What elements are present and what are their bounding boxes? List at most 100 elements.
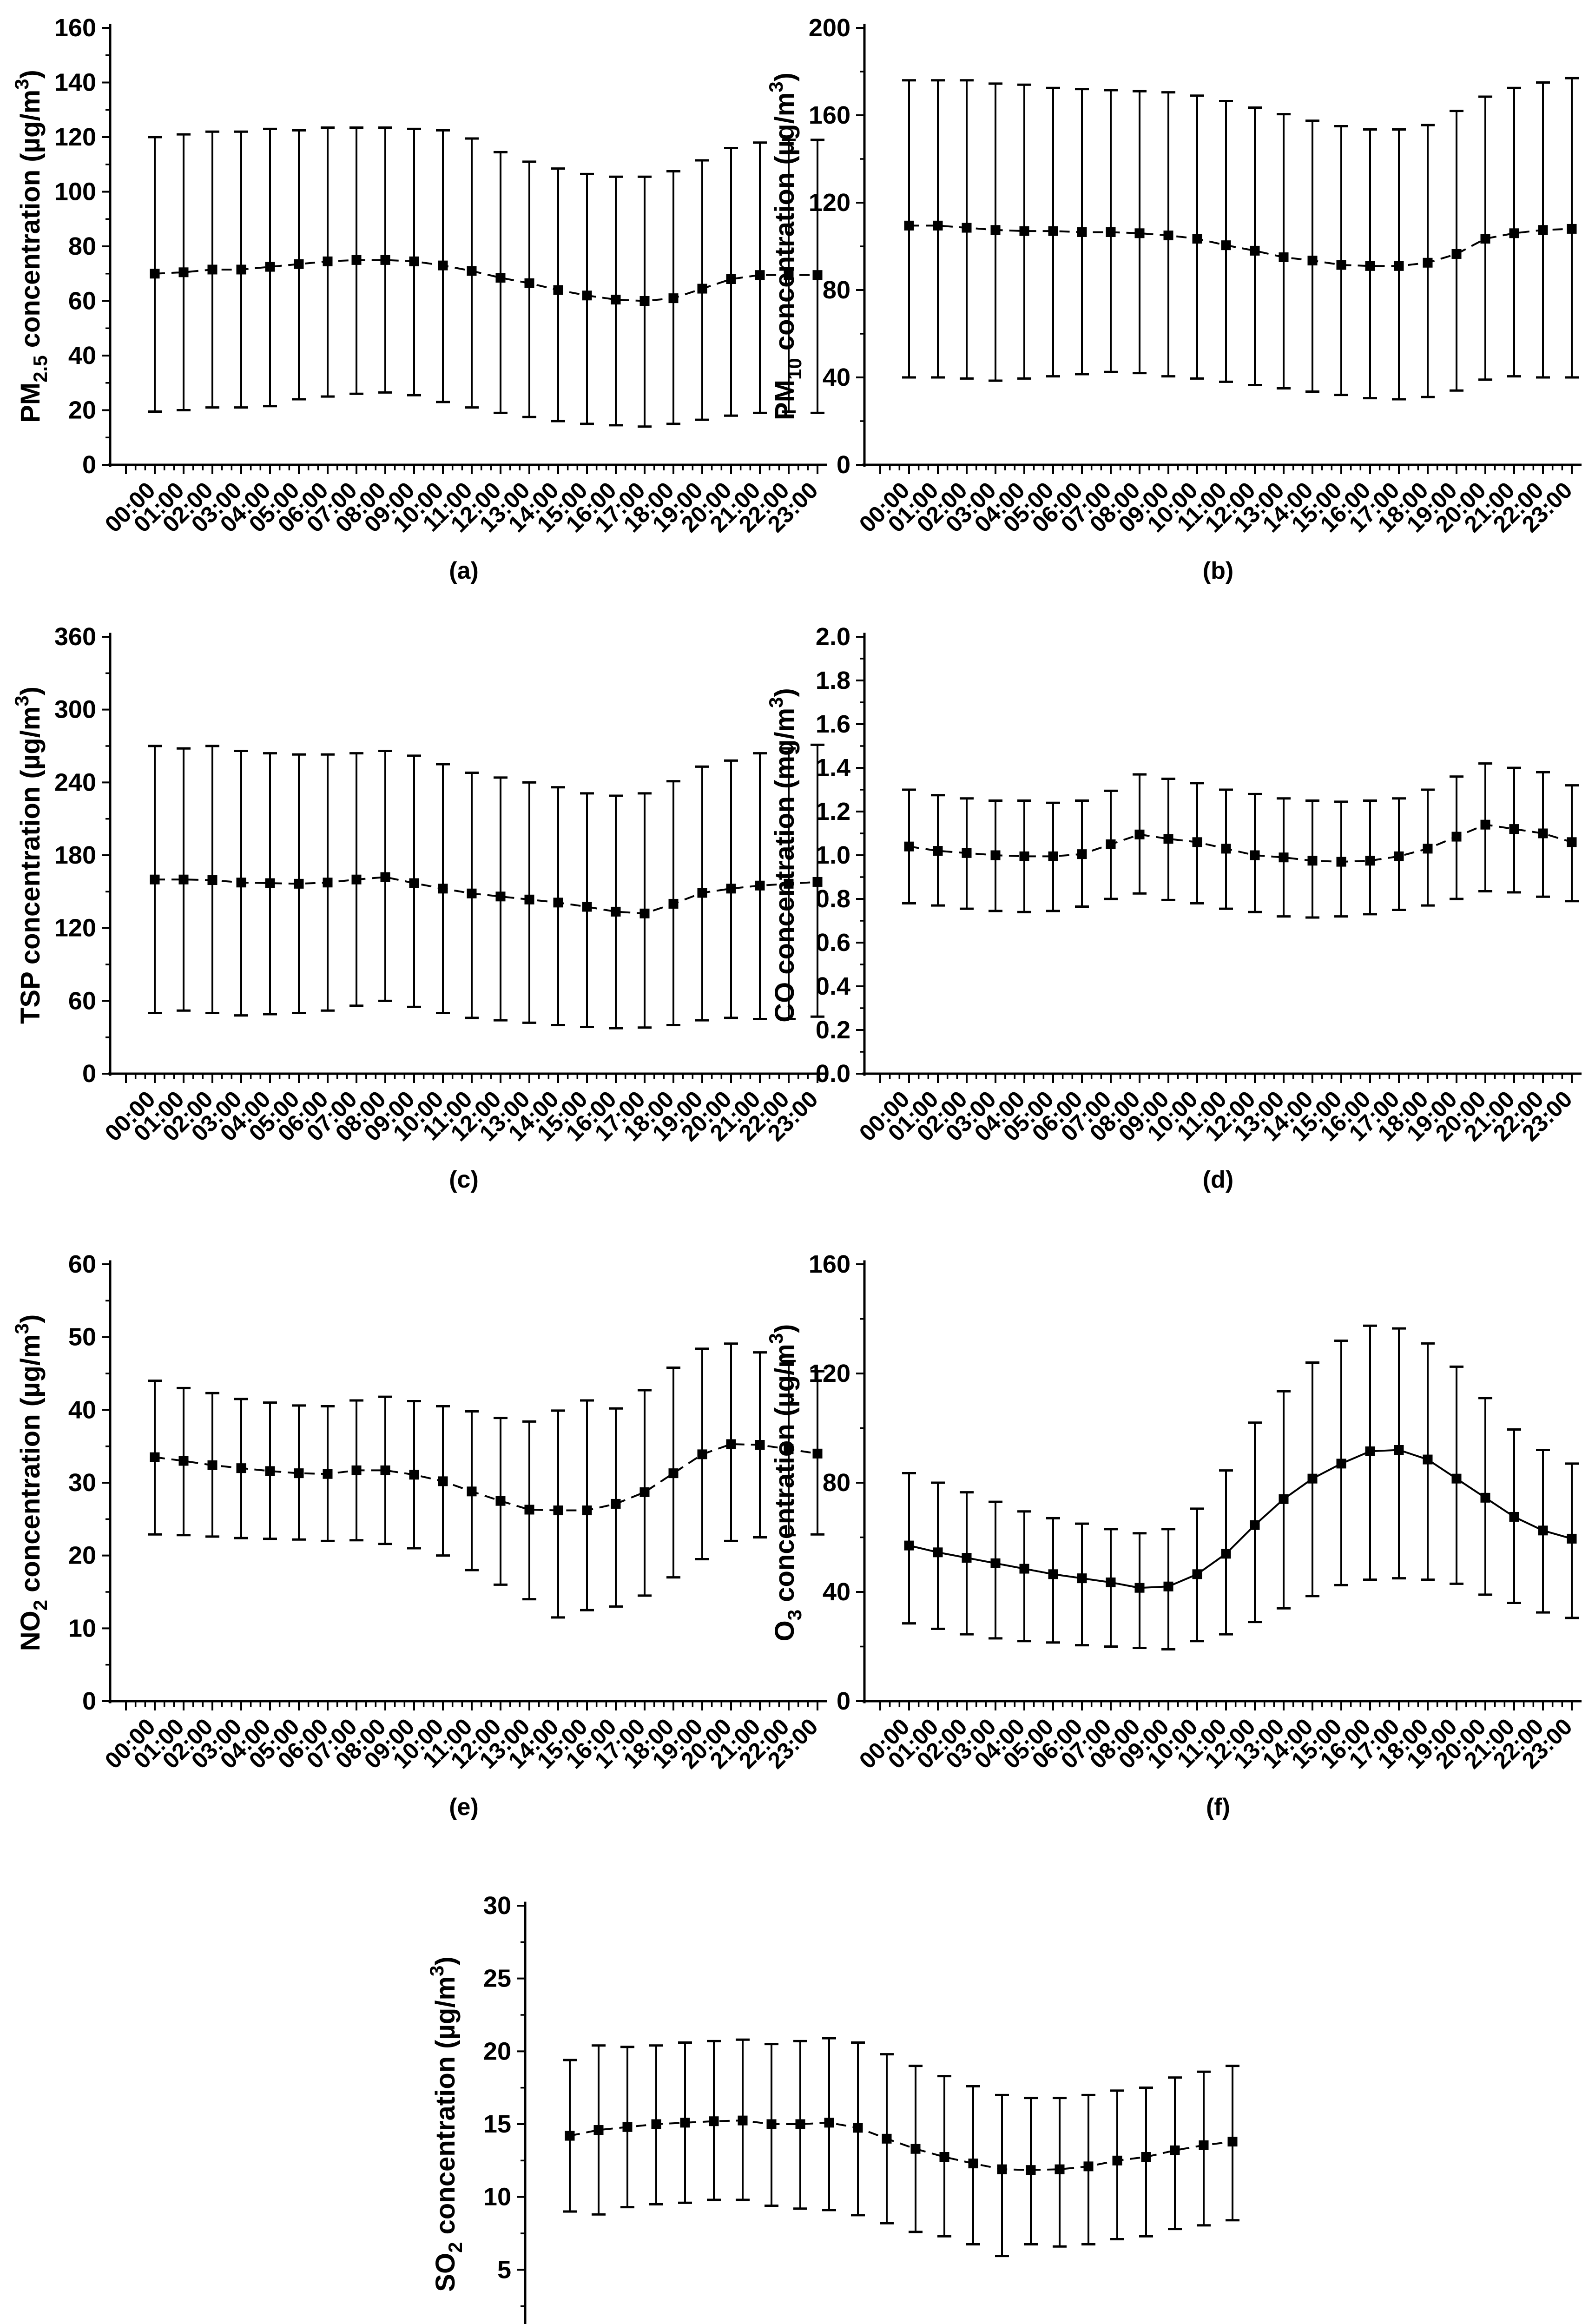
panel-c: 0 60 120 180 240 300 360 00:00 01:00 02:00 03:00 04… (0, 609, 827, 1236)
series-line (569, 2119, 1233, 2171)
series-markers (904, 1445, 1577, 1593)
y-axis-title: PM10 concentration (µg/m3) (765, 73, 805, 420)
series-error-bars (148, 126, 824, 428)
y-tick-label: 0.8 (816, 885, 850, 913)
y-tick-label: 0 (837, 1687, 850, 1715)
y-axis-title: TSP concentration (µg/m3) (11, 687, 46, 1024)
x-axis-ticks (125, 1074, 818, 1083)
y-tick-label: 40 (68, 342, 96, 370)
series-error-bars (902, 762, 1579, 919)
y-tick-label: 20 (68, 396, 96, 424)
y-axis-title: SO2 concentration (µg/m3) (426, 1956, 466, 2291)
panel-g: 05101520253000:0001:0002:0003:0004:0005:… (415, 1878, 1242, 2324)
y-tick-label: 140 (54, 69, 96, 97)
panel-b: 0 40 80 120 160 200 00:00 01:00 02:00 03:00 04:00 0… (754, 0, 1582, 609)
y-axis-ticks: 0 10 20 30 40 50 60 (68, 1250, 110, 1715)
axes (862, 1260, 1582, 1703)
y-tick-label: 1.6 (816, 710, 850, 738)
series-markers (904, 220, 1577, 271)
x-tick-labels: 00:0001:0002:0003:0004:0005:0006:0007:00… (100, 1086, 823, 1146)
axes (524, 1901, 527, 2324)
y-tick-label: 160 (809, 101, 850, 129)
y-axis-ticks: 0.0 0.2 0.4 0.6 0.8 1.0 1.2 1.4 1.6 1.8 2.0 (816, 623, 864, 1088)
series-error-bars (148, 1342, 824, 1619)
chart-canvas-d: 0.0 0.2 0.4 0.6 0.8 1.0 1.2 1.4 1.6 1.8 2.0 00:0001… (765, 623, 1582, 1193)
y-tick-label: 0.4 (816, 972, 850, 1000)
y-tick-label: 80 (68, 232, 96, 260)
x-axis-ticks (879, 465, 1573, 474)
y-tick-label: 80 (823, 276, 850, 304)
series-markers (904, 819, 1577, 867)
x-axis-ticks (125, 465, 818, 474)
y-axis-title: O3 concentration (µg/m3) (765, 1324, 805, 1642)
y-tick-label: 40 (68, 1396, 96, 1424)
y-tick-label: 0.2 (816, 1016, 850, 1044)
x-tick-labels: 00:0001:0002:0003:0004:0005:0006:0007:00… (854, 1086, 1577, 1146)
y-tick-label: 80 (823, 1469, 850, 1497)
x-axis-ticks (879, 1074, 1573, 1083)
y-tick-label: 50 (68, 1323, 96, 1351)
y-tick-label: 5 (497, 2256, 511, 2284)
series-line (909, 1449, 1572, 1589)
panel-caption: (c) (449, 1166, 479, 1193)
y-tick-label: 120 (54, 914, 96, 942)
panel-caption: (d) (1203, 1166, 1233, 1193)
y-tick-label: 360 (54, 623, 96, 651)
x-axis-ticks (125, 1701, 818, 1710)
y-tick-label: 15 (483, 2110, 511, 2138)
panel-caption: (e) (449, 1794, 479, 1821)
y-axis-title: PM2.5 concentration (µg/m3) (11, 70, 51, 423)
y-tick-label: 0 (82, 1687, 96, 1715)
y-tick-label: 180 (54, 841, 96, 869)
series-markers (565, 2115, 1238, 2175)
x-tick-labels: 00:0001:0002:0003:0004:0005:0006:0007:00… (854, 477, 1577, 537)
axes (862, 24, 1582, 467)
y-axis-title: CO concentration (mg/m3) (765, 688, 800, 1022)
y-tick-label: 60 (68, 1250, 96, 1278)
y-tick-label: 25 (483, 1965, 511, 1993)
y-tick-label: 120 (54, 123, 96, 151)
panel-a: 0 20 40 60 80 100 120 140 160 00:00 01:00 02:00 03:0… (0, 0, 827, 609)
y-axis-ticks: 0 60 120 180 240 300 360 (54, 623, 110, 1088)
series-markers (150, 1439, 823, 1516)
y-axis-ticks: 0 40 80 120 160 (809, 1250, 864, 1715)
panel-f: 0 40 80 120 160 00:00 01:00 02:00 03:00 04:00 05:0… (754, 1236, 1582, 1878)
y-tick-label: 1.4 (816, 754, 850, 782)
y-tick-label: 160 (809, 1250, 850, 1278)
y-tick-label: 1.2 (816, 798, 850, 825)
series-line (155, 876, 818, 915)
x-tick-labels: 00:0001:0002:0003:0004:0005:0006:0007:00… (100, 477, 823, 537)
y-tick-label: 120 (809, 1360, 850, 1387)
series-line (154, 259, 817, 302)
series-line (909, 224, 1572, 267)
y-tick-label: 1.8 (816, 667, 850, 694)
y-tick-label: 30 (483, 1892, 511, 1920)
y-tick-label: 10 (483, 2183, 511, 2211)
chart-canvas-g: 05101520253000:0001:0002:0003:0004:0005:… (426, 1892, 1239, 2324)
y-tick-label: 300 (54, 696, 96, 724)
panel-d: 0.0 0.2 0.4 0.6 0.8 1.0 1.2 1.4 1.6 1.8 2.0 00:00 01… (754, 609, 1582, 1236)
chart-canvas-e: 0 10 20 30 40 50 60 00:0001:0002:0003:0004:0005… (11, 1250, 827, 1821)
y-tick-label: 20 (483, 2037, 511, 2065)
y-tick-label: 0 (82, 1060, 96, 1088)
y-tick-label: 30 (68, 1469, 96, 1497)
y-tick-label: 120 (809, 189, 850, 217)
y-tick-label: 20 (68, 1542, 96, 1570)
y-tick-label: 200 (809, 14, 850, 42)
y-tick-label: 0 (82, 451, 96, 479)
x-tick-labels: 00:0001:0002:0003:0004:0005:0006:0007:00… (854, 1713, 1577, 1774)
y-tick-label: 100 (54, 178, 96, 206)
series-error-bars (563, 2037, 1239, 2258)
axes (108, 24, 827, 467)
panel-e: 0 10 20 30 40 50 60 00:00 01:00 02:00 03:00 04:00 05… (0, 1236, 827, 1878)
y-axis-title: NO2 concentration (µg/m3) (11, 1314, 51, 1651)
series-markers (150, 255, 823, 306)
y-axis-ticks: 0 40 80 120 160 200 (809, 14, 864, 479)
series-error-bars (902, 1324, 1579, 1651)
x-axis-ticks (879, 1701, 1573, 1710)
panel-caption: (f) (1206, 1794, 1230, 1821)
series-line (154, 1443, 818, 1512)
y-tick-label: 10 (68, 1614, 96, 1642)
y-tick-label: 2.0 (816, 623, 850, 651)
